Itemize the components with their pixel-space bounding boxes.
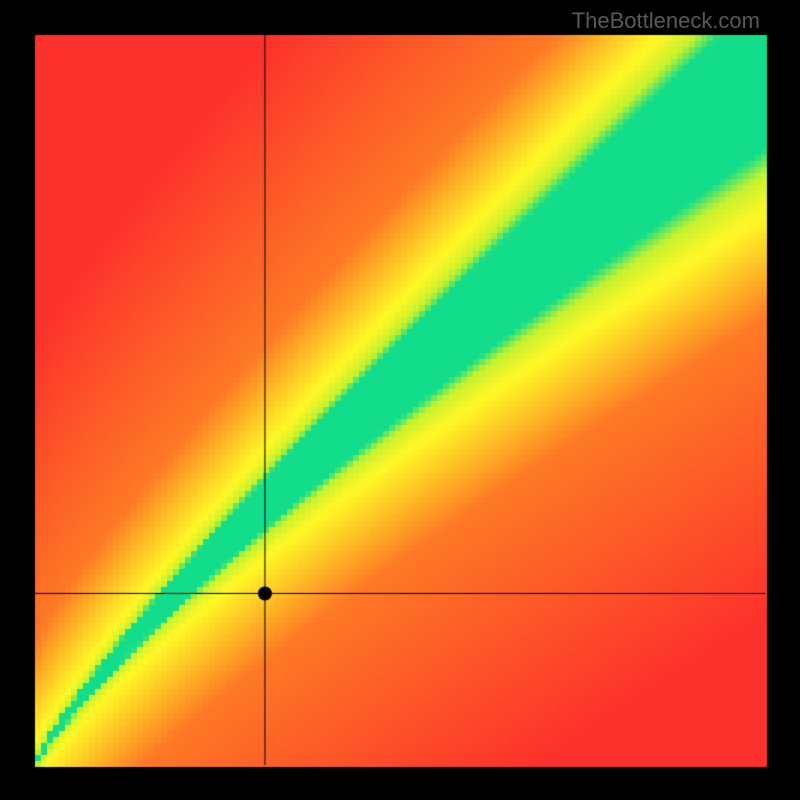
chart-container: TheBottleneck.com: [0, 0, 800, 800]
heatmap-canvas: [0, 0, 800, 800]
watermark-text: TheBottleneck.com: [572, 8, 760, 34]
